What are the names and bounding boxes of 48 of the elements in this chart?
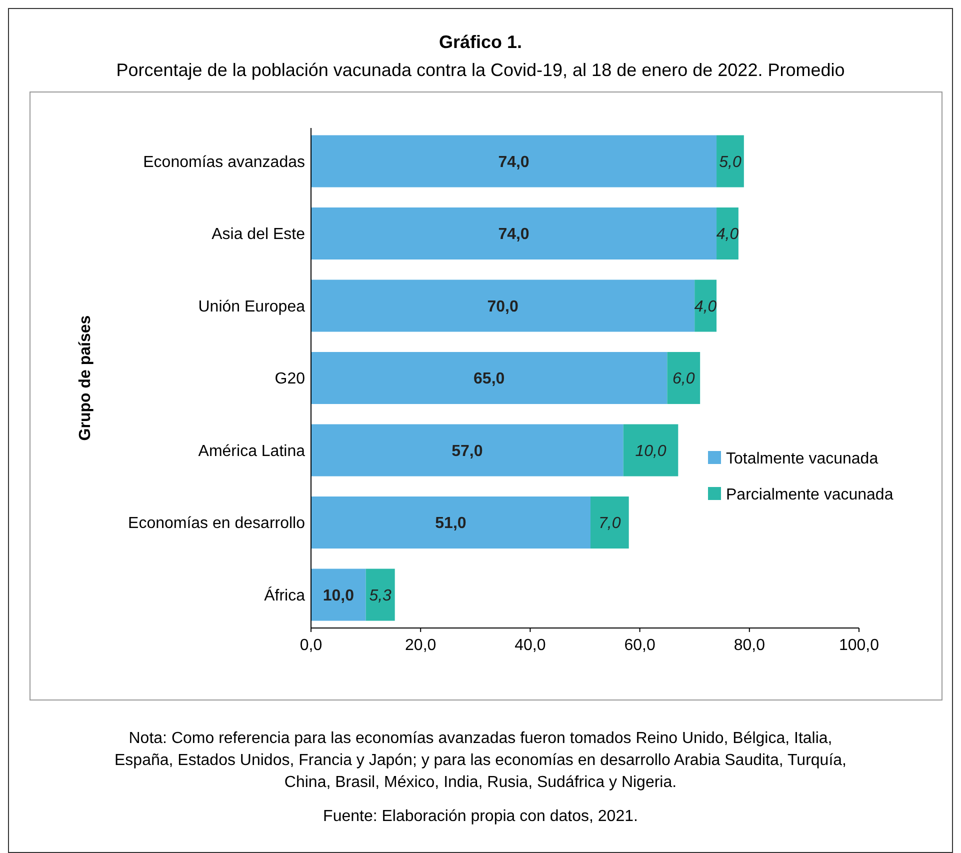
y-axis-title: Grupo de países xyxy=(77,315,94,441)
bar xyxy=(311,207,717,260)
bar xyxy=(694,280,717,332)
y-tick-label: Asia del Este xyxy=(212,226,306,244)
data-label: 57,0 xyxy=(452,442,483,460)
data-label: 74,0 xyxy=(498,154,530,171)
data-label: 51,0 xyxy=(435,515,466,532)
data-label: 74,0 xyxy=(498,226,530,244)
x-tick-label: 60,0 xyxy=(624,637,656,654)
data-label: 6,0 xyxy=(672,370,695,388)
bar xyxy=(667,352,700,404)
data-label: 4,0 xyxy=(716,226,739,244)
bar xyxy=(590,496,629,549)
x-tick-label: 20,0 xyxy=(405,637,436,654)
y-tick-label: G20 xyxy=(274,370,306,388)
bar xyxy=(311,135,717,188)
y-tick-label: Economías en desarrollo xyxy=(128,515,306,532)
legend-label: Totalmente vacunada xyxy=(726,450,878,468)
bar xyxy=(716,135,744,188)
bar xyxy=(311,496,590,549)
data-label: 70,0 xyxy=(487,298,518,316)
bar xyxy=(311,568,366,621)
x-tick-label: 40,0 xyxy=(514,637,546,654)
data-label: 10,0 xyxy=(635,442,666,460)
data-label: 5,3 xyxy=(369,587,392,604)
bar xyxy=(623,424,678,476)
y-tick-label: África xyxy=(264,586,306,604)
x-tick-label: 100,0 xyxy=(838,637,880,654)
x-tick-label: 0,0 xyxy=(300,637,322,654)
bar xyxy=(311,424,624,476)
legend-label: Parcialmente vacunada xyxy=(726,486,894,504)
bar xyxy=(311,352,668,404)
bar xyxy=(716,207,738,260)
data-label: 65,0 xyxy=(474,370,505,388)
data-label: 5,0 xyxy=(719,154,742,171)
source-note: Fuente: Elaboración propia con datos, 2021. xyxy=(323,808,638,825)
bar xyxy=(311,280,695,332)
data-label: 4,0 xyxy=(694,298,717,316)
data-label: 10,0 xyxy=(322,587,354,604)
data-label: 7,0 xyxy=(598,515,621,532)
y-tick-label: América Latina xyxy=(198,442,306,460)
x-tick-label: 80,0 xyxy=(734,637,766,654)
chart-title: Gráfico 1. xyxy=(438,32,522,52)
y-tick-label: Economías avanzadas xyxy=(143,154,305,171)
y-tick-label: Unión Europea xyxy=(198,298,306,316)
chart-subtitle: Porcentaje de la población vacunada contra la Covid-19, al 18 de enero de 2022. Promedio xyxy=(116,60,845,80)
bar xyxy=(366,568,395,621)
text: Nota: Como referencia para las economías avanzadas fueron tomados Reino Unido, Bélgica, Italia, España, Estados Unidos, Francia y Japón; y para las economías en desarrollo Arabia Saudita, Turquía, China, Brasil, México, India, Rusia, Sudáfrica y Nigeria. xyxy=(114,730,846,791)
